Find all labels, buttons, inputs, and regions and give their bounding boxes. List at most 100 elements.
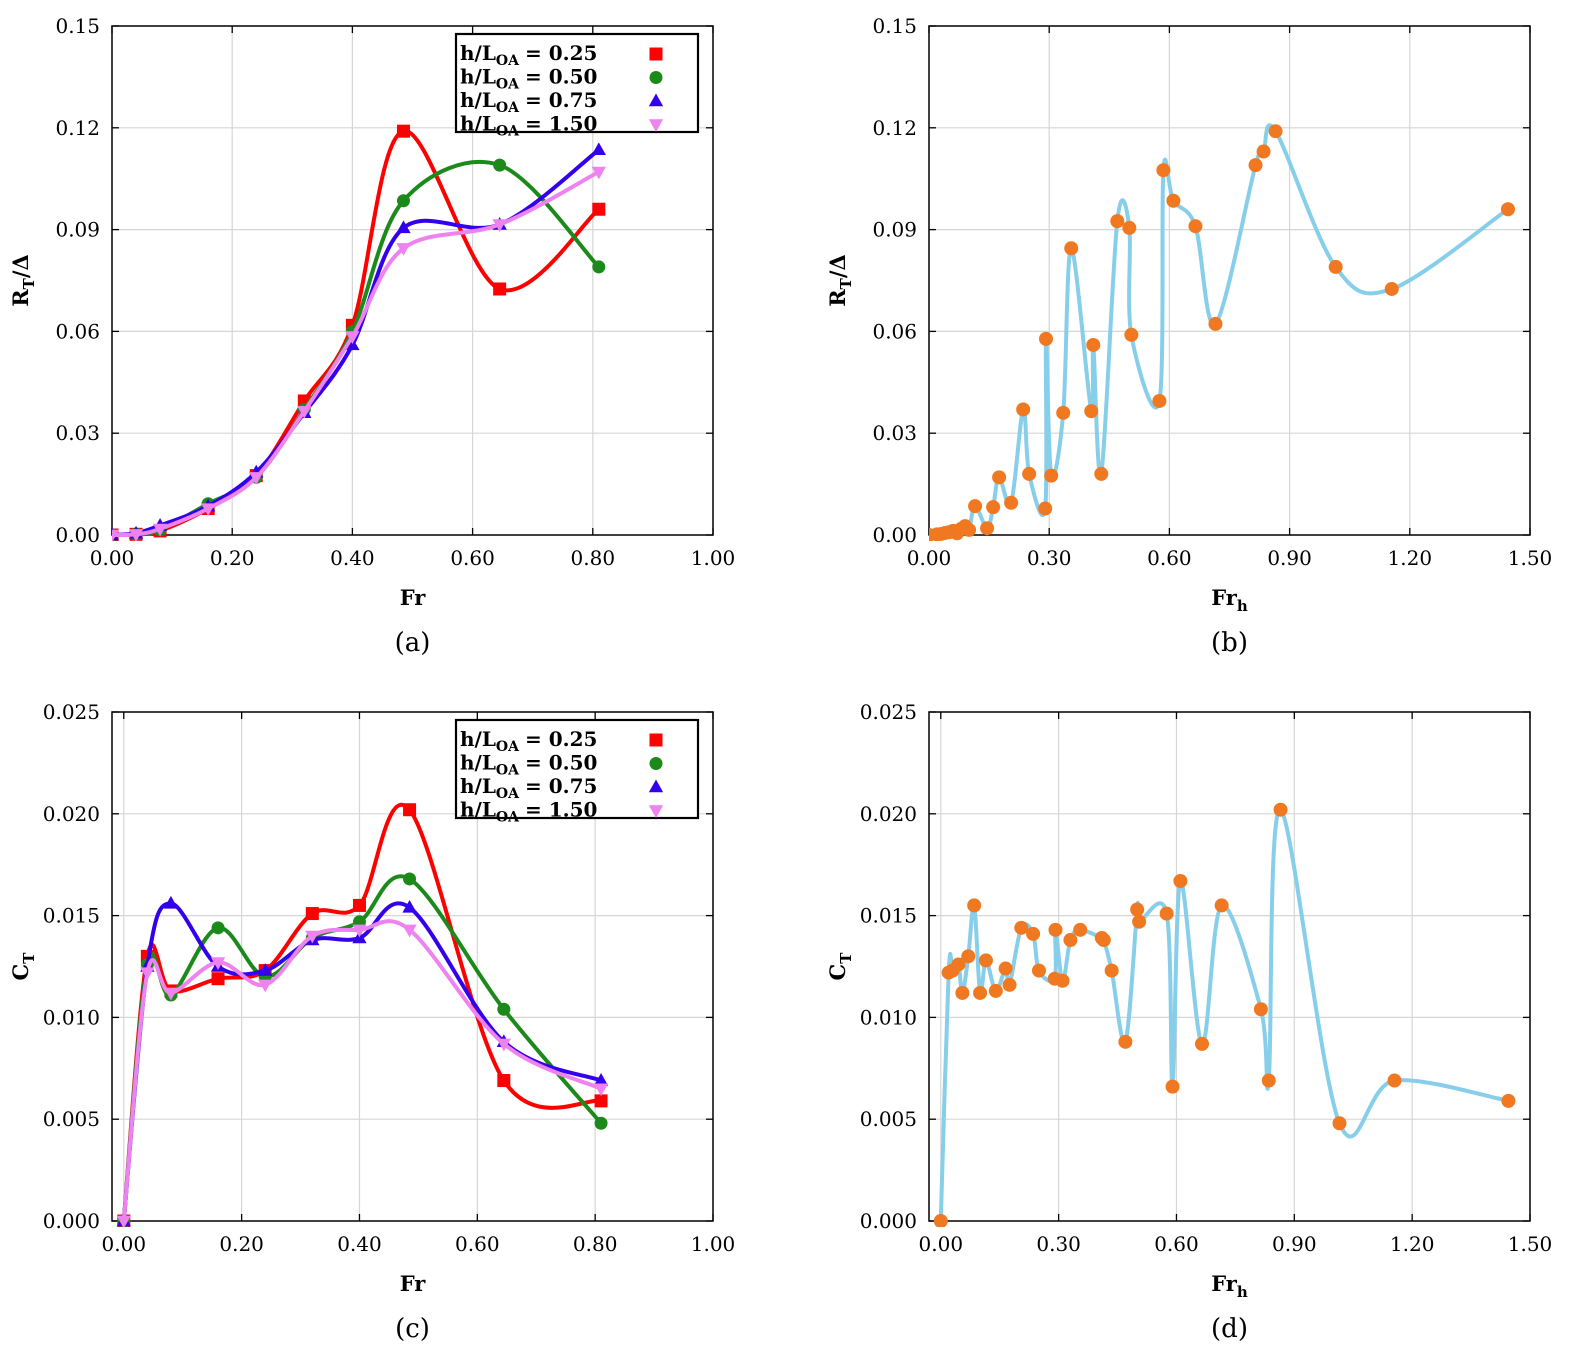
legend-label: h/LOA = 0.25 <box>460 41 597 69</box>
x-tick-label: 0.00 <box>90 546 135 570</box>
legend-label-name: h/L <box>460 88 496 112</box>
data-point <box>112 529 120 541</box>
y-tick-label: 0.12 <box>872 116 917 140</box>
x-tick-label: 0.60 <box>1147 546 1192 570</box>
x-tick-label: 1.20 <box>1390 1232 1435 1256</box>
panel-caption: (b) <box>1211 628 1248 658</box>
series-4 <box>112 166 606 541</box>
y-tick-label: 0.000 <box>860 1209 917 1233</box>
data-point <box>402 924 417 938</box>
data-point <box>297 405 312 419</box>
panel-a: 0.00 0.20 0.40 0.60 0.80 1.00 0.00 0.03 0.06 0.09… <box>8 14 735 658</box>
x-tick-label: 0.00 <box>102 1232 147 1256</box>
legend-label: h/LOA = 0.75 <box>460 88 597 116</box>
data-point <box>1195 1036 1210 1051</box>
data-point <box>998 961 1013 976</box>
data-point <box>591 142 606 156</box>
data-point <box>986 500 1001 515</box>
data-point <box>1118 1034 1133 1049</box>
data-point <box>1256 144 1271 159</box>
y-axis-label: RT/Δ <box>825 254 855 307</box>
data-point <box>497 1074 511 1088</box>
x-tick-label: 0.60 <box>450 546 495 570</box>
data-point <box>1026 926 1041 941</box>
legend-label: h/LOA = 0.50 <box>460 751 597 779</box>
legend-label-name: h/L <box>460 41 496 65</box>
data-point <box>1166 193 1181 208</box>
y-axis-label-main: R <box>825 289 850 307</box>
y-tick-label: 0.15 <box>872 14 917 38</box>
legend-label: h/LOA = 1.50 <box>460 112 597 140</box>
x-tick-label: 0.40 <box>330 546 375 570</box>
legend-label-value: = 1.50 <box>525 112 597 136</box>
data-point <box>1261 1073 1276 1088</box>
y-axis-label-sub: T <box>837 952 855 964</box>
data-point <box>988 983 1003 998</box>
data-point <box>152 523 168 537</box>
legend-label: h/LOA = 0.25 <box>460 727 597 755</box>
data-point <box>967 898 982 913</box>
series-3 <box>112 142 606 541</box>
y-tick-label: 0.005 <box>860 1107 917 1131</box>
data-point <box>1016 402 1031 417</box>
data-point <box>1094 466 1109 481</box>
data-point <box>1268 124 1283 139</box>
data-point <box>210 957 226 970</box>
data-point <box>1253 1002 1268 1017</box>
y-tick-label: 0.06 <box>872 319 917 343</box>
legend-label-sub: OA <box>496 53 520 69</box>
x-axis-label-main: Fr <box>1211 585 1238 610</box>
legend: h/LOA = 0.25h/LOA = 0.50h/LOA = 0.75h/LOA = … <box>454 32 700 140</box>
data-point <box>591 166 606 180</box>
data-point <box>1122 220 1137 235</box>
y-tick-label: 0.025 <box>43 700 100 724</box>
data-point <box>345 331 360 344</box>
data-point <box>1048 922 1063 937</box>
data-point <box>140 967 155 981</box>
x-tick-label: 1.00 <box>691 546 736 570</box>
x-tick-label: 0.90 <box>1272 1232 1317 1256</box>
panel-caption: (c) <box>395 1314 430 1344</box>
y-axis-label-main: C <box>825 964 850 981</box>
x-tick-label: 0.00 <box>919 1232 964 1256</box>
data-point <box>1152 393 1167 408</box>
data-point <box>201 503 216 517</box>
y-axis-label-suffix: /Δ <box>825 254 850 278</box>
data-point <box>493 282 507 296</box>
series-line <box>112 169 601 538</box>
data-point <box>396 124 410 138</box>
y-axis-label: CT <box>8 952 38 981</box>
data-point <box>352 924 367 938</box>
x-tick-label: 0.80 <box>571 546 616 570</box>
legend-label-sub: OA <box>496 100 520 116</box>
data-point <box>1159 906 1174 921</box>
data-point <box>1086 337 1101 352</box>
x-tick-label: 0.80 <box>573 1232 618 1256</box>
legend-marker <box>649 47 663 61</box>
data-point <box>128 529 144 541</box>
y-axis-label: RT/Δ <box>8 254 38 307</box>
y-tick-label: 0.005 <box>43 1107 100 1131</box>
x-tick-label: 0.20 <box>219 1232 264 1256</box>
data-point <box>1384 281 1399 296</box>
y-tick-label: 0.000 <box>43 1209 100 1233</box>
data-point <box>305 907 319 921</box>
data-point <box>594 1116 608 1130</box>
x-axis-label: Fr <box>400 1271 427 1296</box>
data-point <box>968 499 983 514</box>
x-tick-label: 0.60 <box>455 1232 500 1256</box>
data-point <box>1501 1093 1516 1108</box>
x-tick-label: 1.50 <box>1508 1232 1553 1256</box>
data-point <box>1188 219 1203 234</box>
y-axis-label-main: R <box>8 289 33 307</box>
x-axis-label: Frh <box>1211 585 1248 615</box>
data-point <box>992 470 1007 485</box>
y-tick-label: 0.020 <box>43 802 100 826</box>
data-point <box>1002 977 1017 992</box>
data-point <box>492 219 507 232</box>
x-tick-label: 1.20 <box>1388 546 1433 570</box>
data-point <box>1110 214 1125 229</box>
plot-frame <box>928 711 1531 1222</box>
x-tick-label: 0.30 <box>1036 1232 1081 1256</box>
